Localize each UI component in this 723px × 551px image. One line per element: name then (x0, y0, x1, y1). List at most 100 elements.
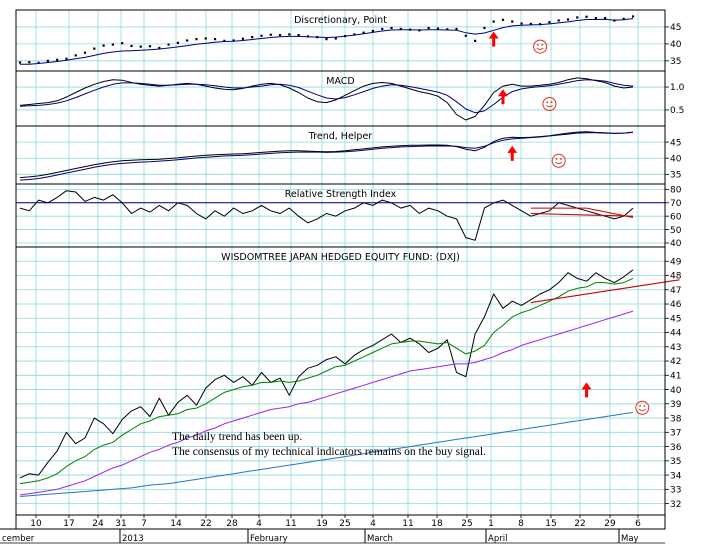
point-dot (362, 31, 365, 34)
y-tick-label: 60 (670, 212, 682, 222)
panel-title: Trend, Helper (308, 131, 373, 142)
x-day-label: 1 (488, 519, 494, 529)
panel-title: Discretionary, Point (294, 15, 387, 26)
x-day-label: 14 (170, 519, 182, 529)
smiley-eye (559, 158, 562, 160)
point-dot (529, 22, 532, 25)
x-day-label: 25 (461, 519, 472, 529)
y-tick-label: 40 (670, 154, 682, 164)
x-month-label: 2013 (122, 534, 144, 544)
trendline-segment (530, 279, 680, 304)
point-dot (297, 33, 300, 37)
up-arrow-shaft (510, 151, 514, 161)
annotation-layer (488, 31, 650, 415)
y-tick-label: 40 (670, 40, 682, 50)
point-dot (195, 38, 198, 41)
point-dot (93, 47, 96, 50)
series-line (19, 79, 634, 114)
x-month-label: April (488, 534, 507, 544)
point-dot (241, 37, 245, 40)
smiley-icon (551, 153, 566, 168)
point-dot (576, 16, 579, 19)
series-line (19, 190, 634, 241)
axes-layer: 45 40 35 Discretionary, Point 1.0 0.5 MACD 45 40… (0, 9, 685, 544)
point-dot (223, 39, 226, 42)
series-line (20, 18, 634, 65)
point-dot (158, 46, 161, 50)
x-month-label: cember (2, 534, 35, 544)
smiley-eye (643, 405, 646, 407)
x-day-label: 17 (63, 519, 74, 529)
y-tick-label: 43 (670, 343, 681, 353)
point-dot (464, 34, 467, 37)
point-dot (74, 54, 77, 57)
point-dot (83, 51, 87, 54)
y-tick-label: 33 (670, 486, 681, 496)
up-arrow-icon (507, 145, 518, 161)
x-day-label: 18 (431, 519, 443, 529)
x-day-label: 11 (285, 519, 296, 529)
grid-layer (16, 10, 665, 529)
point-dot (56, 58, 59, 61)
y-tick-label: 1.0 (670, 83, 685, 93)
up-arrow-head (488, 31, 499, 39)
y-tick-label: 44 (670, 329, 682, 339)
series-line (19, 277, 634, 485)
point-dot (399, 27, 402, 31)
point-dot (371, 29, 375, 33)
y-tick-label: 50 (670, 226, 682, 236)
point-dot (501, 18, 505, 21)
point-dot (232, 39, 235, 42)
y-tick-label: 45 (670, 23, 681, 33)
x-day-label: 11 (402, 519, 413, 529)
point-dot (46, 59, 49, 62)
smiley-mouth (545, 104, 553, 108)
plot-background (16, 10, 665, 529)
point-dot (594, 17, 597, 20)
series-layer (16, 15, 680, 497)
point-dot (139, 45, 142, 48)
point-dot (446, 28, 449, 31)
trendline-segment (530, 212, 634, 217)
x-day-label: 4 (370, 519, 376, 529)
y-tick-label: 37 (670, 429, 681, 439)
series-line (19, 269, 634, 479)
smiley-face (551, 153, 566, 168)
point-dot (278, 33, 282, 37)
caption-line-1: The daily trend has been up. (172, 431, 302, 443)
point-dot (455, 27, 458, 31)
x-day-label: 15 (545, 519, 556, 529)
smiley-mouth (638, 408, 646, 412)
smiley-mouth (536, 47, 544, 50)
up-arrow-head (497, 89, 508, 97)
y-tick-label: 39 (670, 400, 682, 410)
x-day-label: 28 (226, 519, 238, 529)
smiley-eye (550, 101, 553, 104)
series-line (19, 310, 634, 496)
point-dot (288, 33, 291, 36)
point-dot (204, 37, 207, 40)
point-dot (353, 33, 356, 36)
series-line (19, 411, 634, 497)
point-dot (631, 15, 635, 18)
y-tick-label: 35 (670, 171, 681, 181)
series-line (19, 131, 634, 181)
panel-title: Relative Strength Index (285, 189, 397, 200)
y-tick-label: 42 (670, 357, 681, 367)
x-month-label: February (250, 534, 288, 544)
smiley-face (533, 39, 548, 54)
smiley-eye (555, 158, 558, 160)
x-day-label: 24 (92, 519, 104, 529)
y-tick-label: 0.5 (670, 106, 684, 116)
x-day-label: 19 (316, 519, 328, 529)
smiley-icon (542, 97, 557, 111)
point-dot (548, 21, 551, 24)
up-arrow-shaft (501, 95, 505, 105)
y-tick-label: 48 (670, 272, 682, 282)
point-dot (111, 43, 114, 46)
y-tick-label: 46 (670, 300, 682, 310)
point-dot (176, 41, 179, 44)
point-dot (65, 57, 68, 60)
x-day-label: 31 (115, 519, 126, 529)
up-arrow-icon (488, 31, 499, 47)
